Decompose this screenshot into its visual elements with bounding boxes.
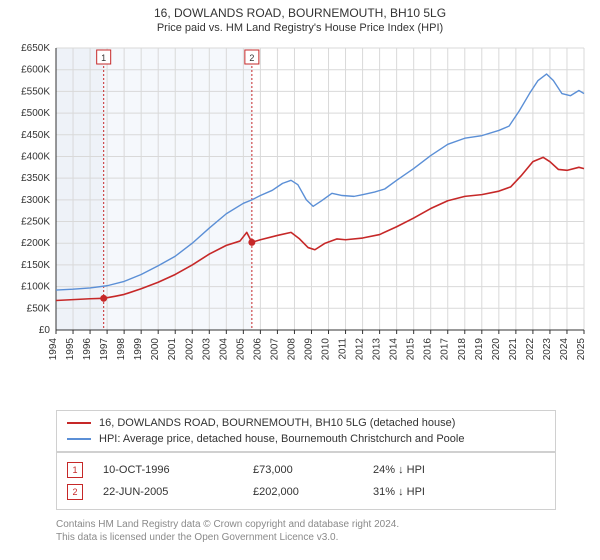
chart-area: £0 £50K £100K £150K £200K £250K £300K £350K £400…: [0, 42, 600, 402]
svg-text:2000: 2000: [150, 338, 161, 361]
svg-text:1996: 1996: [82, 338, 93, 361]
svg-text:2: 2: [249, 53, 254, 63]
svg-text:2019: 2019: [474, 338, 485, 361]
svg-text:2015: 2015: [406, 338, 417, 361]
chart-subtitle: Price paid vs. HM Land Registry's House …: [0, 22, 600, 34]
marker-date: 10-OCT-1996: [103, 464, 233, 476]
line-chart-svg: £0 £50K £100K £150K £200K £250K £300K £350K £400…: [0, 42, 600, 402]
marker-row: 2 22-JUN-2005 £202,000 31% ↓ HPI: [67, 481, 545, 503]
markers-table: 1 10-OCT-1996 £73,000 24% ↓ HPI 2 22-JUN…: [56, 452, 556, 510]
legend-swatch: [67, 438, 91, 440]
svg-text:2020: 2020: [491, 338, 502, 361]
legend-item: 16, DOWLANDS ROAD, BOURNEMOUTH, BH10 5LG…: [67, 415, 545, 431]
svg-text:2007: 2007: [269, 338, 280, 361]
marker-badge: 1: [67, 462, 83, 478]
svg-text:£150K: £150K: [21, 260, 50, 271]
svg-text:£350K: £350K: [21, 173, 50, 184]
svg-text:£450K: £450K: [21, 130, 50, 141]
svg-text:2009: 2009: [303, 338, 314, 361]
svg-text:2008: 2008: [286, 338, 297, 361]
svg-text:2006: 2006: [252, 338, 263, 361]
svg-text:£250K: £250K: [21, 217, 50, 228]
svg-text:1999: 1999: [133, 338, 144, 361]
marker-badge: 2: [67, 484, 83, 500]
chart-title: 16, DOWLANDS ROAD, BOURNEMOUTH, BH10 5LG: [0, 6, 600, 20]
svg-text:2023: 2023: [542, 338, 553, 361]
svg-text:2001: 2001: [167, 338, 178, 361]
svg-text:2003: 2003: [201, 338, 212, 361]
svg-text:2025: 2025: [576, 338, 587, 361]
svg-text:2014: 2014: [389, 338, 400, 361]
marker-hpi-delta: 24% ↓ HPI: [373, 464, 473, 476]
legend-item: HPI: Average price, detached house, Bour…: [67, 431, 545, 447]
svg-text:£500K: £500K: [21, 108, 50, 119]
svg-text:2005: 2005: [235, 338, 246, 361]
svg-text:2016: 2016: [423, 338, 434, 361]
svg-text:£100K: £100K: [21, 282, 50, 293]
footer-line: Contains HM Land Registry data © Crown c…: [56, 518, 556, 531]
svg-text:2012: 2012: [355, 338, 366, 361]
svg-text:£200K: £200K: [21, 238, 50, 249]
marker-number: 1: [72, 465, 77, 475]
marker-date: 22-JUN-2005: [103, 486, 233, 498]
legend-swatch: [67, 422, 91, 424]
svg-text:1: 1: [101, 53, 106, 63]
marker-number: 2: [72, 487, 77, 497]
svg-text:£600K: £600K: [21, 65, 50, 76]
svg-text:2021: 2021: [508, 338, 519, 361]
marker-price: £73,000: [253, 464, 353, 476]
marker-hpi-delta: 31% ↓ HPI: [373, 486, 473, 498]
svg-text:£300K: £300K: [21, 195, 50, 206]
svg-text:2022: 2022: [525, 338, 536, 361]
svg-text:2017: 2017: [440, 338, 451, 361]
svg-text:2013: 2013: [372, 338, 383, 361]
svg-text:1998: 1998: [116, 338, 127, 361]
svg-text:2024: 2024: [559, 338, 570, 361]
legend-label: 16, DOWLANDS ROAD, BOURNEMOUTH, BH10 5LG…: [99, 417, 455, 429]
svg-text:£50K: £50K: [27, 303, 51, 314]
svg-text:£550K: £550K: [21, 86, 50, 97]
footer-attribution: Contains HM Land Registry data © Crown c…: [56, 518, 556, 544]
marker-price: £202,000: [253, 486, 353, 498]
svg-text:£400K: £400K: [21, 151, 50, 162]
svg-text:2010: 2010: [321, 338, 332, 361]
svg-text:2011: 2011: [338, 338, 349, 360]
svg-text:2002: 2002: [184, 338, 195, 361]
footer-line: This data is licensed under the Open Gov…: [56, 531, 556, 544]
svg-text:1995: 1995: [65, 338, 76, 361]
svg-text:£650K: £650K: [21, 43, 50, 54]
svg-text:£0: £0: [39, 325, 51, 336]
svg-text:1994: 1994: [48, 338, 59, 361]
legend: 16, DOWLANDS ROAD, BOURNEMOUTH, BH10 5LG…: [56, 410, 556, 452]
svg-text:1997: 1997: [99, 338, 110, 361]
legend-label: HPI: Average price, detached house, Bour…: [99, 433, 464, 445]
marker-row: 1 10-OCT-1996 £73,000 24% ↓ HPI: [67, 459, 545, 481]
svg-text:2018: 2018: [457, 338, 468, 361]
svg-text:2004: 2004: [218, 338, 229, 361]
